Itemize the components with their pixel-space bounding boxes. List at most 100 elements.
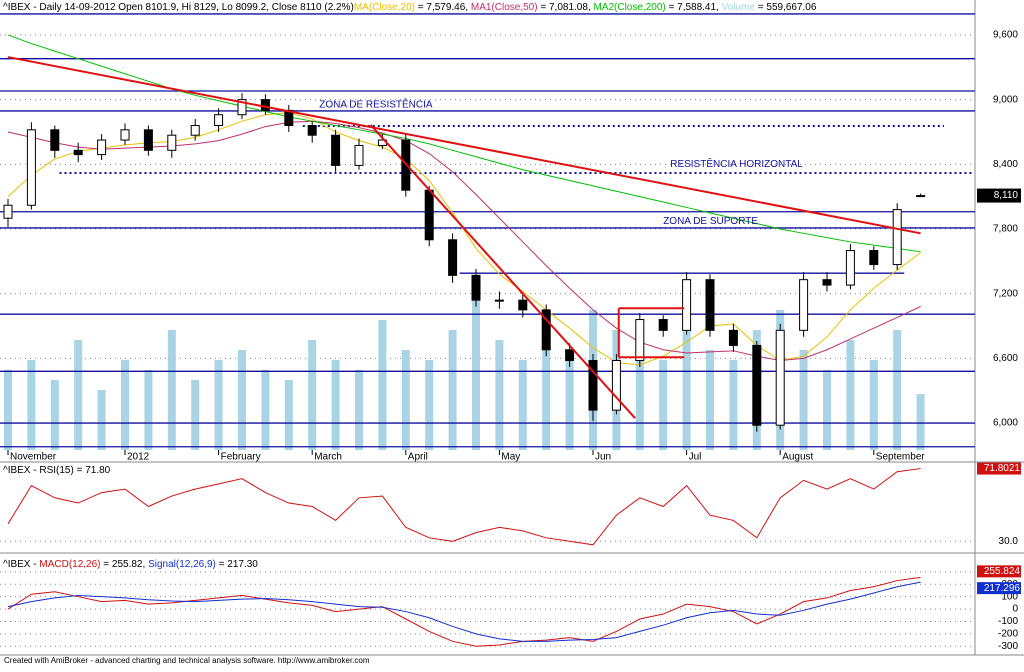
candle-body [892,209,902,266]
trend-line [369,124,636,419]
candle-body [190,125,200,136]
y-tick-label: 9,600 [993,30,1018,41]
header-part: ^IBEX - RSI(15) = 71.80 [3,465,111,476]
trend-line [7,56,921,235]
header-part: = 255.82, [101,559,149,570]
volume-bar [682,320,691,450]
last-value-label: 71.8021 [984,463,1021,474]
volume-bar [729,360,738,450]
volume-bar [659,360,668,450]
candle-body [73,149,83,156]
panel-header: ^IBEX - MACD(12,26) = 255.82, Signal(12,… [3,559,258,570]
panel: 6,000 6,600 7,200 7,800 8,400 9,000 9,600 Novem… [0,13,1021,463]
volume-bar [565,350,574,450]
candle-body [705,279,715,331]
candle-body [728,329,738,346]
volume-bar [378,320,387,450]
candle-body [143,129,153,151]
volume-bar [308,340,317,450]
last-price-box [977,188,1021,203]
panel-header: ^IBEX - RSI(15) = 71.80 [3,465,111,476]
volume-bar [4,370,12,450]
y-tick-label: 6,600 [993,353,1018,364]
volume-bar [214,360,223,450]
candle-body [354,144,364,166]
y-tick-label: 8,400 [993,159,1018,170]
x-tick-label: Jun [595,452,611,463]
x-tick-label: April [408,452,428,463]
x-tick-label: November [10,452,57,463]
last-price-label: 8,110 [994,190,1019,201]
header-part: ^IBEX - Daily 14-09-2012 Open 8101.9, Hi… [3,2,354,13]
candle-body [869,250,879,266]
footer: Created with AmiBroker - advanced charti… [4,656,370,665]
candle-body [799,279,809,331]
y-tick-label: -200 [998,629,1018,640]
volume-bar [472,290,480,450]
last-value-box [977,462,1021,475]
candle-body [448,239,458,276]
candle-body [237,99,247,116]
candle-body [260,99,270,111]
series-line [7,581,921,642]
header-part: MACD(12,26) [39,559,100,570]
x-tick-label: May [501,452,520,463]
candle-body [541,309,551,351]
volume-bar [191,380,200,450]
volume-bar [916,394,925,450]
volume-bar [542,320,551,450]
series-line [7,576,921,647]
series-line [7,120,921,362]
x-tick-label: Jul [689,452,702,463]
volume-bar [846,340,855,450]
candle-body [307,125,317,136]
last-value-label: 217.296 [984,583,1021,594]
y-tick-label: -100 [998,616,1018,627]
volume-bar [518,360,527,450]
y-tick-label: 9,000 [993,94,1018,105]
y-tick-label: 7,800 [993,224,1018,235]
candle-body [3,204,13,219]
candle-body [518,299,528,311]
volume-bar [238,350,246,450]
candle-body [120,129,130,141]
series-line [7,468,921,546]
volume-bar [448,330,457,450]
annotation: ZONA DE RESISTÊNCIA [319,98,433,111]
header-part: = 7,588.41, [666,2,722,13]
candle-body [214,114,224,127]
y-tick-label: 7,200 [993,288,1018,299]
y-tick-label: 30.0 [999,536,1019,547]
header-part: = 217.30 [216,559,258,570]
candle-body [424,189,434,241]
last-value-label: 255.824 [984,566,1021,577]
annotation: ZONA DE SUPORTE [663,216,758,227]
volume-bar [425,360,434,450]
header-part: = 559,667.06 [755,2,817,13]
x-tick-label: February [221,452,261,463]
candle-body [50,129,60,151]
annotation: RESISTÊNCIA HORIZONTAL [670,157,803,170]
header-part: MA2(Close,200) [593,2,665,13]
candle-body [611,360,621,411]
volume-bar [261,370,270,450]
candle-body [682,279,692,331]
volume-bar [331,360,340,450]
volume-bar [495,340,504,450]
candle-body [845,250,855,286]
volume-bar [893,330,902,450]
candle-body [565,349,575,362]
volume-bar [706,350,714,450]
volume-bar [869,360,878,450]
x-tick-label: August [782,452,813,463]
header-part: MA1(Close,50) [471,2,538,13]
panel-header: ^IBEX - Daily 14-09-2012 Open 8101.9, Hi… [3,2,817,13]
volume-bar [167,330,176,450]
candle-body [588,360,598,411]
last-value-box [977,582,1021,595]
volume-bar [799,350,808,450]
panel: 30.0 71.8021 [0,462,1021,547]
volume-bar [50,380,59,450]
x-tick-label: 2012 [127,452,150,463]
